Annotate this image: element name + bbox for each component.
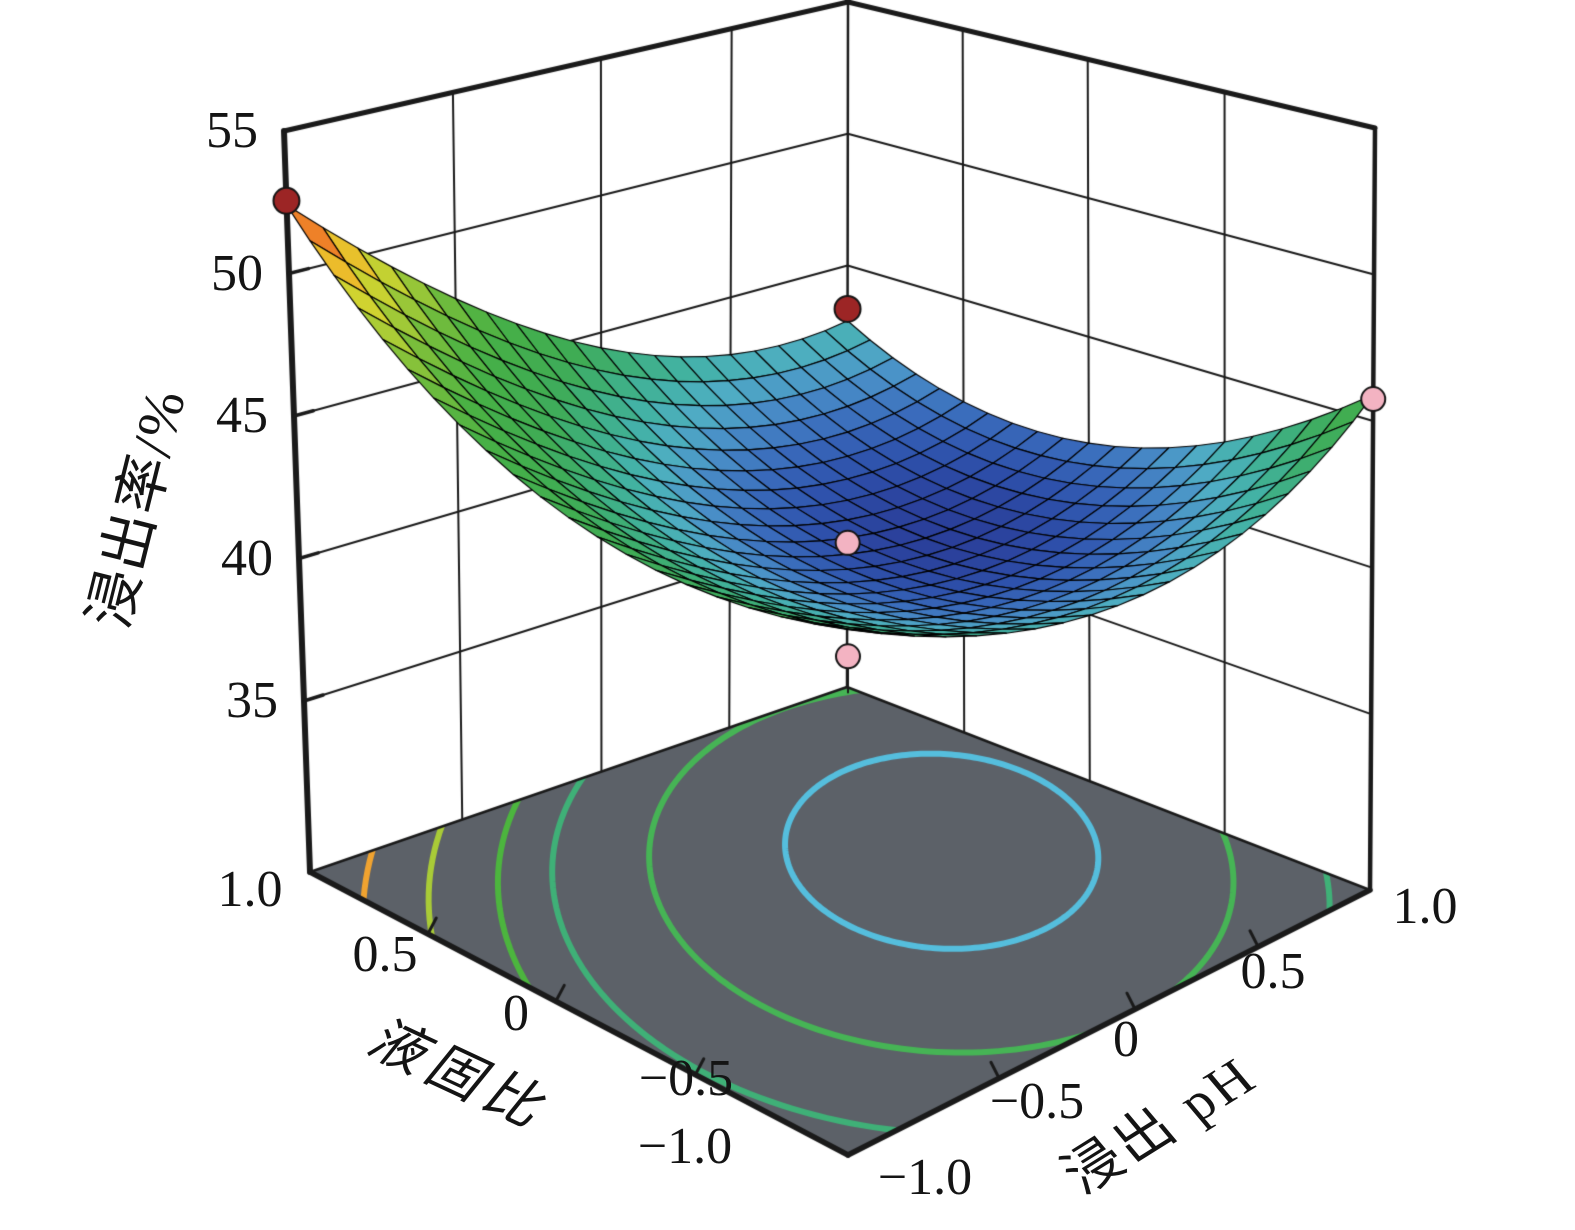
y-tick-label: 0 — [503, 985, 529, 1042]
y-tick-label: 1.0 — [217, 861, 283, 918]
x-tick-label: 0.5 — [1240, 943, 1306, 1000]
x-tick-label: 0 — [1113, 1011, 1139, 1068]
z-tick-label: 40 — [221, 529, 273, 587]
x-tick-label: 1.0 — [1392, 878, 1458, 935]
z-tick-label: 55 — [206, 102, 258, 159]
z-tick-label: 45 — [216, 387, 268, 444]
y-tick-label: 0.5 — [352, 926, 418, 983]
y-tick-label: −0.5 — [638, 1050, 734, 1107]
x-tick-label: −0.5 — [989, 1073, 1085, 1130]
z-tick-label: 50 — [211, 244, 263, 302]
z-tick-label: 35 — [226, 672, 278, 729]
y-tick-label: −1.0 — [637, 1118, 733, 1175]
x-tick-label: −1.0 — [877, 1149, 973, 1206]
